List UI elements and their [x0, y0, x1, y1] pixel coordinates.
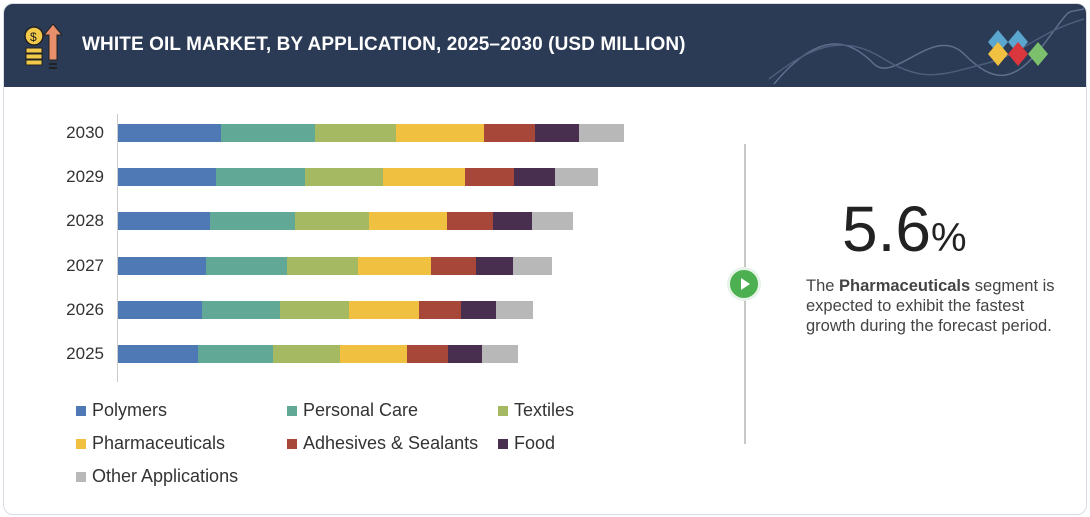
- legend-label: Textiles: [514, 400, 575, 420]
- legend-item: Other Applications: [76, 466, 238, 487]
- legend-item: Food: [498, 433, 555, 454]
- legend-swatch: [287, 438, 297, 449]
- legend-label: Pharmaceuticals: [92, 433, 226, 453]
- y-tick-label: 2028: [66, 211, 104, 231]
- chart-title: WHITE OIL MARKET, BY APPLICATION, 2025–2…: [82, 34, 686, 55]
- bar-segment-polymers-2027: [118, 256, 206, 275]
- bar-segment-adhesives-sealants-2030: [484, 124, 535, 142]
- bar-segment-personal-care-2028: [210, 212, 295, 231]
- legend-label: Polymers: [92, 400, 168, 420]
- bar-segment-polymers-2025: [118, 345, 198, 363]
- header-bar: $ WHITE OIL MARKET, BY APPLICATION, 2025…: [4, 4, 1086, 87]
- money-growth-icon: $: [24, 23, 64, 69]
- growth-value: 5.6: [842, 193, 931, 265]
- legend-item: Pharmaceuticals: [76, 433, 225, 454]
- bar-segment-textiles-2030: [315, 124, 396, 142]
- y-tick-label: 2029: [66, 167, 104, 187]
- bar-segment-pharmaceuticals-2027: [358, 256, 431, 275]
- desc-segment: Pharmaceuticals: [839, 277, 971, 295]
- legend-swatch: [287, 405, 297, 416]
- y-tick-label: 2026: [66, 299, 104, 319]
- bar-segment-pharmaceuticals-2026: [349, 300, 419, 319]
- bar-segment-polymers-2026: [118, 300, 202, 319]
- bar-segment-textiles-2027: [287, 256, 358, 275]
- y-tick-label: 2030: [66, 123, 104, 142]
- bar-segment-other-applications-2026: [496, 300, 533, 319]
- bar-segment-adhesives-sealants-2027: [431, 256, 476, 275]
- desc-pre: The: [806, 277, 840, 295]
- bar-segment-adhesives-sealants-2026: [419, 300, 461, 319]
- bar-segment-other-applications-2028: [532, 212, 573, 231]
- bar-segment-polymers-2028: [118, 212, 210, 231]
- legend-swatch: [76, 405, 86, 416]
- growth-unit: %: [930, 216, 967, 260]
- bar-segment-personal-care-2030: [221, 124, 315, 142]
- legend-label: Adhesives & Sealants: [303, 433, 479, 453]
- bar-segment-textiles-2029: [305, 168, 383, 187]
- legend-item: Adhesives & Sealants: [287, 433, 478, 454]
- bar-segment-personal-care-2027: [206, 256, 287, 275]
- growth-rate: 5.6%: [842, 192, 967, 266]
- legend-item: Polymers: [76, 400, 167, 421]
- legend-label: Personal Care: [303, 400, 419, 420]
- bar-segment-textiles-2028: [295, 212, 369, 231]
- svg-text:$: $: [30, 30, 37, 44]
- bar-segment-textiles-2025: [273, 345, 340, 363]
- bar-segment-other-applications-2029: [555, 168, 598, 187]
- bar-segment-adhesives-sealants-2029: [465, 168, 514, 187]
- legend-swatch: [76, 471, 86, 482]
- bar-segment-food-2026: [461, 300, 496, 319]
- bar-segment-textiles-2026: [280, 300, 349, 319]
- legend-swatch: [498, 438, 508, 449]
- bar-segment-food-2029: [514, 168, 555, 187]
- bar-segment-food-2027: [476, 256, 513, 275]
- legend-label: Other Applications: [92, 466, 239, 486]
- legend-item: Textiles: [498, 400, 574, 421]
- y-tick-label: 2027: [66, 255, 104, 275]
- bar-segment-adhesives-sealants-2025: [407, 345, 448, 363]
- bar-segment-personal-care-2029: [216, 168, 305, 187]
- bar-segment-food-2030: [535, 124, 579, 142]
- brand-logo: [988, 30, 1048, 66]
- bar-segment-personal-care-2025: [198, 345, 273, 363]
- bar-segment-food-2028: [493, 212, 532, 231]
- legend-label: Food: [514, 433, 556, 453]
- desc-post: segment is expected to exhibit the faste…: [806, 277, 1055, 335]
- y-tick-label: 2025: [66, 344, 104, 363]
- bar-segment-pharmaceuticals-2030: [396, 124, 484, 142]
- bar-segment-other-applications-2027: [513, 256, 552, 275]
- bar-segment-adhesives-sealants-2028: [447, 212, 493, 231]
- play-icon[interactable]: [727, 267, 761, 301]
- bar-segment-polymers-2029: [118, 168, 216, 187]
- bar-segment-personal-care-2026: [202, 300, 280, 319]
- bar-segment-pharmaceuticals-2028: [369, 212, 447, 231]
- legend-item: Personal Care: [287, 400, 418, 421]
- bar-segment-pharmaceuticals-2029: [383, 168, 465, 187]
- decorative-waves: [768, 8, 1084, 85]
- legend-swatch: [76, 438, 86, 449]
- y-axis-line: [117, 114, 118, 382]
- growth-description: The Pharmaceuticals segment is expected …: [806, 276, 1056, 336]
- bar-segment-polymers-2030: [118, 124, 221, 142]
- bar-segment-food-2025: [448, 345, 482, 363]
- infographic-card: $ WHITE OIL MARKET, BY APPLICATION, 2025…: [3, 3, 1087, 515]
- legend-swatch: [498, 405, 508, 416]
- bar-segment-other-applications-2025: [482, 345, 518, 363]
- bar-segment-other-applications-2030: [579, 124, 624, 142]
- bar-segment-pharmaceuticals-2025: [340, 345, 407, 363]
